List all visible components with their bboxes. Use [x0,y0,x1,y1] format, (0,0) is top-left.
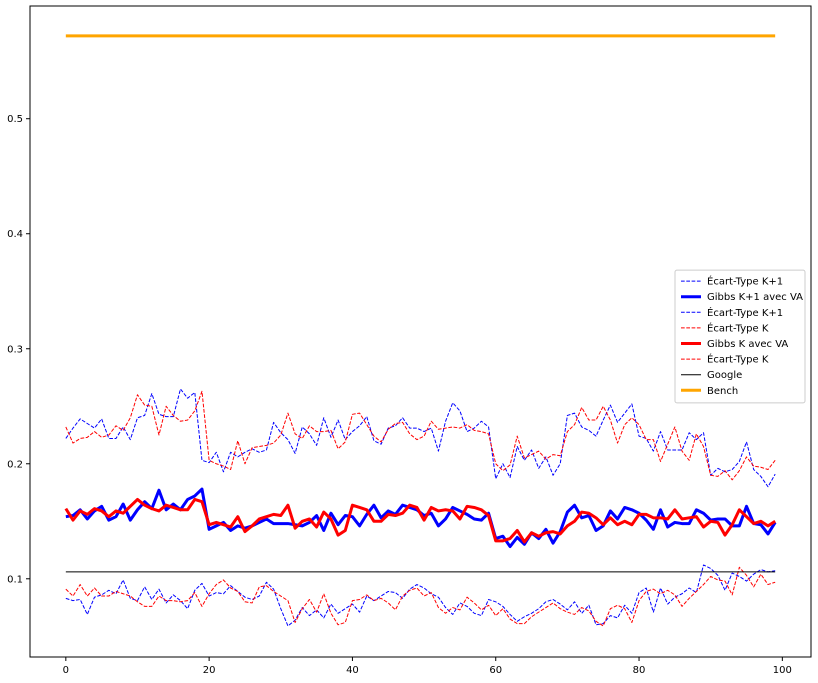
legend-label: Écart-Type K+1 [707,306,783,319]
series-layer [64,34,777,627]
y-tick-label: 0.2 [7,459,23,470]
x-axis: 0 20 40 60 80 100 [63,657,792,676]
series-line-4 [65,390,776,481]
y-tick-label: 0.5 [7,114,23,125]
x-tick-label: 20 [203,665,216,676]
x-tick-label: 40 [346,665,359,676]
series-line-5 [64,497,776,544]
legend-box [674,269,806,404]
legend-label: Gibbs K avec VA [707,339,788,350]
y-tick-label: 0.3 [7,344,23,355]
x-tick-label: 0 [63,665,69,676]
legend-label: Bench [707,386,738,397]
legend-label: Google [707,370,742,381]
legend-label: Écart-Type K [707,353,769,366]
y-tick-label: 0.1 [7,574,23,585]
x-tick-label: 80 [633,665,646,676]
plot-frame [29,5,812,658]
series-line-3 [65,564,776,627]
y-axis: 0.1 0.2 0.3 0.4 0.5 [7,114,30,585]
series-line-1 [65,388,776,488]
legend-label: Gibbs K+1 avec VA [707,292,803,303]
legend-label: Écart-Type K [707,321,769,334]
legend: Écart-Type K+1 Gibbs K+1 avec VA Écart-Typ… [674,269,806,404]
x-tick-label: 60 [489,665,502,676]
y-tick-label: 0.4 [7,229,23,240]
x-tick-label: 100 [773,665,792,676]
legend-label: Écart-Type K+1 [707,275,783,288]
